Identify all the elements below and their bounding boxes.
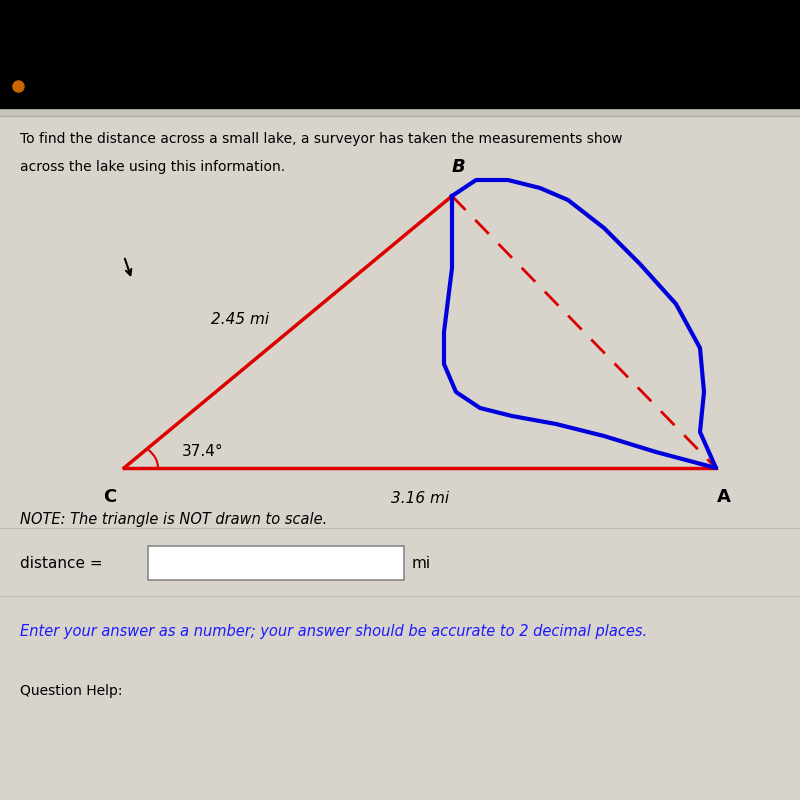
Text: 2.45 mi: 2.45 mi — [211, 313, 269, 327]
Text: Question 1: Question 1 — [32, 77, 142, 95]
Text: To find the distance across a small lake, a surveyor has taken the measurements : To find the distance across a small lake… — [20, 132, 622, 146]
Text: A: A — [717, 488, 731, 506]
Text: Question Help:: Question Help: — [20, 684, 122, 698]
Text: distance =: distance = — [20, 557, 102, 571]
Text: 3.16 mi: 3.16 mi — [391, 491, 449, 506]
Text: C: C — [103, 488, 116, 506]
Text: B: B — [451, 158, 466, 176]
Text: NOTE: The triangle is NOT drawn to scale.: NOTE: The triangle is NOT drawn to scale… — [20, 512, 327, 527]
Bar — [148, 546, 404, 580]
Bar — [0, 56, 800, 116]
Text: mi: mi — [412, 557, 431, 571]
Text: Enter your answer as a number; your answer should be accurate to 2 decimal place: Enter your answer as a number; your answ… — [20, 624, 647, 639]
Text: ☑ 0/1 p: ☑ 0/1 p — [726, 78, 784, 94]
Text: 37.4°: 37.4° — [182, 445, 223, 459]
Bar — [0, 0, 800, 108]
Text: across the lake using this information.: across the lake using this information. — [20, 160, 285, 174]
